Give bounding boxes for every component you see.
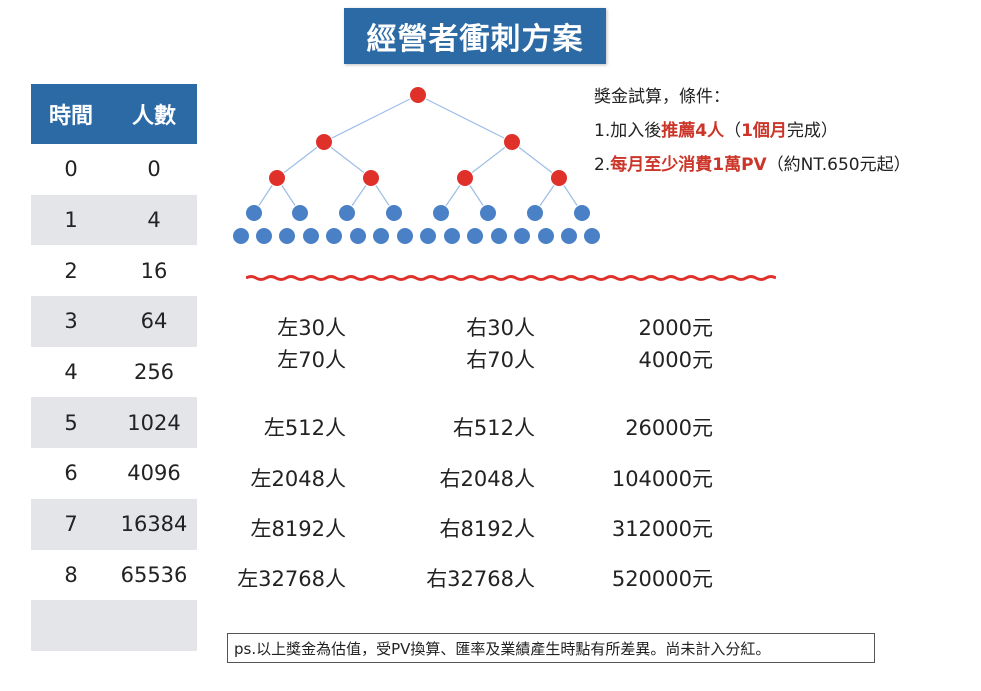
bonus-amount: 312000元 [611,517,713,541]
bonus-amount: 104000元 [611,467,713,491]
left-count: 左70人 [277,348,346,372]
header-time: 時間 [48,104,93,129]
table-row: 8 65536 [31,550,197,601]
cell-people: 65536 [120,562,188,587]
tree-node [268,169,286,187]
tree-node [385,204,403,222]
tree-node [573,204,591,222]
tree-node [255,227,273,245]
left-count: 左30人 [277,316,346,340]
cell-people: 0 [147,157,161,182]
tree-node [479,204,497,222]
table-row: 3 64 [31,296,197,347]
tree-node [490,227,508,245]
right-count: 右8192人 [439,517,535,541]
left-count: 左32768人 [237,567,346,591]
right-count: 右30人 [466,316,535,340]
tree-node [232,227,250,245]
cell-people: 64 [140,309,168,334]
cell-people: 256 [133,360,175,385]
cell-time: 5 [64,410,78,435]
tree-node [466,227,484,245]
tree-node [338,204,356,222]
tree-node [456,169,474,187]
cell-time: 4 [64,360,78,385]
table-header: 時間 人數 [31,84,197,144]
cell-time: 6 [64,461,78,486]
table-row: 5 1024 [31,397,197,449]
tree-node [432,204,450,222]
tree-node [537,227,555,245]
tree-node [503,133,521,151]
header-people: 人數 [131,104,176,129]
cell-people: 16 [140,258,168,283]
tree-node [291,204,309,222]
bonus-amount: 520000元 [611,567,713,591]
right-count: 右512人 [452,416,535,440]
tree-node [372,227,390,245]
left-count: 左512人 [263,416,346,440]
tree-node [409,86,427,104]
table-row: 6 4096 [31,448,197,499]
tree-node [419,227,437,245]
tree-node [396,227,414,245]
cell-time: 2 [64,258,78,283]
left-count: 左2048人 [250,467,346,491]
cell-time: 0 [64,157,78,182]
left-count: 左8192人 [250,517,346,541]
cell-people: 16384 [120,512,188,537]
cell-people: 4 [147,208,161,233]
tree-node [513,227,531,245]
bonus-amount: 26000元 [625,416,713,440]
tree-node [278,227,296,245]
right-count: 右70人 [466,348,535,372]
bonus-amount: 2000元 [638,316,713,340]
tree-node [560,227,578,245]
condition-2: 2.每月至少消費1萬PV（約NT.650元起） [594,155,911,175]
table-row: 7 16384 [31,498,197,550]
tree-node [583,227,601,245]
tree-node [349,227,367,245]
footnote: ps.以上獎金為估值，受PV換算、匯率及業績產生時點有所差異。尚未計入分紅。 [227,633,875,663]
right-count: 右2048人 [439,467,535,491]
table-row [31,600,197,651]
page-title: 經營者衝刺方案 [344,8,606,64]
right-count: 右32768人 [426,567,535,591]
tree-node [302,227,320,245]
cell-people: 4096 [127,461,181,486]
people-table: 時間 人數 0 0 1 4 2 16 3 64 4 256 5 1024 6 4096 7 16384 8 655… [31,84,197,651]
cell-time: 3 [64,309,78,334]
tree-node [526,204,544,222]
table-row: 4 256 [31,347,197,398]
tree-node [443,227,461,245]
cell-time: 7 [64,512,78,537]
tree-node [315,133,333,151]
cell-time: 8 [64,562,78,587]
tree-node [550,169,568,187]
org-tree-diagram [232,86,601,245]
tree-node [362,169,380,187]
tree-node [325,227,343,245]
table-row: 2 16 [31,245,197,296]
cell-people: 1024 [127,410,181,435]
cell-time: 1 [64,208,78,233]
tree-node [245,204,263,222]
bonus-conditions: 獎金試算，條件： 1.加入後推薦4人（1個月完成） 2.每月至少消費1萬PV（約… [594,80,911,182]
conditions-heading: 獎金試算，條件： [594,87,730,107]
bonus-amount: 4000元 [638,348,713,372]
condition-1: 1.加入後推薦4人（1個月完成） [594,121,838,141]
red-divider-line [246,275,776,281]
